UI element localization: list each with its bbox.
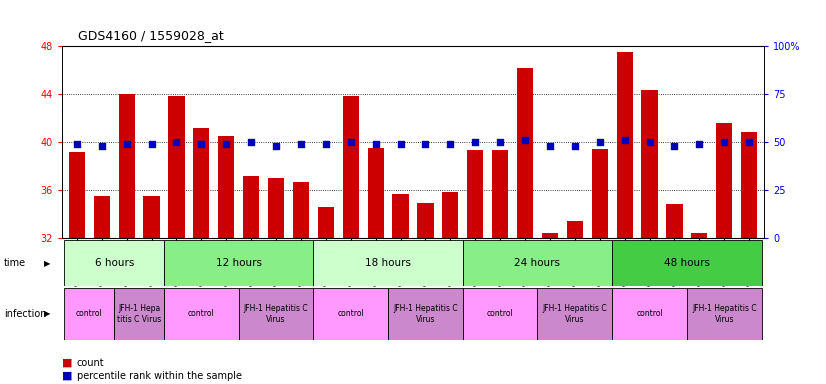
Text: JFH-1 Hepatitis C
Virus: JFH-1 Hepatitis C Virus [244,304,308,324]
Point [344,139,358,145]
Bar [542,233,558,238]
Point [468,139,482,145]
Point [718,139,731,145]
Bar [64,288,114,340]
Point [70,141,83,147]
Point [220,141,233,147]
Bar [741,132,757,238]
Text: infection: infection [4,309,46,319]
Text: control: control [487,310,514,318]
Bar [517,68,533,238]
Bar [114,288,164,340]
Text: control: control [188,310,215,318]
Text: ▶: ▶ [44,310,50,318]
Bar [218,136,235,238]
Bar [716,123,733,238]
Bar [463,240,612,286]
Text: 24 hours: 24 hours [515,258,561,268]
Bar [463,288,538,340]
Bar [144,196,159,238]
Point [444,141,457,147]
Text: 6 hours: 6 hours [94,258,134,268]
Point [618,137,631,143]
Text: percentile rank within the sample: percentile rank within the sample [77,371,242,381]
Text: GDS4160 / 1559028_at: GDS4160 / 1559028_at [78,29,224,42]
Point [394,141,407,147]
Bar [119,94,135,238]
Bar [313,288,388,340]
Bar [313,240,463,286]
Bar [468,151,483,238]
Bar [164,240,313,286]
Point [593,139,606,145]
Point [643,139,656,145]
Bar [612,288,687,340]
Bar [687,288,762,340]
Bar [69,152,85,238]
Bar [368,148,384,238]
Text: JFH-1 Hepatitis C
Virus: JFH-1 Hepatitis C Virus [543,304,607,324]
Point [269,143,282,149]
Point [170,139,183,145]
Point [369,141,382,147]
Point [743,139,756,145]
Bar [691,233,707,238]
Point [667,143,681,149]
Point [320,141,333,147]
Text: count: count [77,358,104,368]
Point [244,139,258,145]
Bar [164,288,239,340]
Bar [243,175,259,238]
Text: JFH-1 Hepatitis C
Virus: JFH-1 Hepatitis C Virus [692,304,757,324]
Text: JFH-1 Hepatitis C
Virus: JFH-1 Hepatitis C Virus [393,304,458,324]
Text: 12 hours: 12 hours [216,258,262,268]
Text: 18 hours: 18 hours [365,258,411,268]
Bar [616,52,633,238]
Bar [612,240,762,286]
Bar [268,178,284,238]
Text: ■: ■ [62,358,73,368]
Bar [538,288,612,340]
Text: control: control [76,310,102,318]
Point [519,137,532,143]
Text: time: time [4,258,26,268]
Bar [392,194,409,238]
Text: control: control [636,310,663,318]
Bar [492,151,508,238]
Point [145,141,159,147]
Point [568,143,582,149]
Point [493,139,506,145]
Bar [193,127,210,238]
Bar [642,91,657,238]
Text: ▶: ▶ [44,258,50,268]
Point [419,141,432,147]
Bar [567,221,583,238]
Bar [64,240,164,286]
Text: control: control [337,310,364,318]
Bar [318,207,334,238]
Bar [93,196,110,238]
Bar [343,96,358,238]
Point [120,141,133,147]
Text: 48 hours: 48 hours [664,258,710,268]
Bar [239,288,313,340]
Bar [591,149,608,238]
Bar [442,192,458,238]
Text: ■: ■ [62,371,73,381]
Bar [293,182,309,238]
Bar [667,205,682,238]
Bar [169,96,184,238]
Bar [417,203,434,238]
Point [693,141,706,147]
Text: JFH-1 Hepa
titis C Virus: JFH-1 Hepa titis C Virus [117,304,161,324]
Point [195,141,208,147]
Point [544,143,557,149]
Point [294,141,307,147]
Point [95,143,108,149]
Bar [388,288,463,340]
